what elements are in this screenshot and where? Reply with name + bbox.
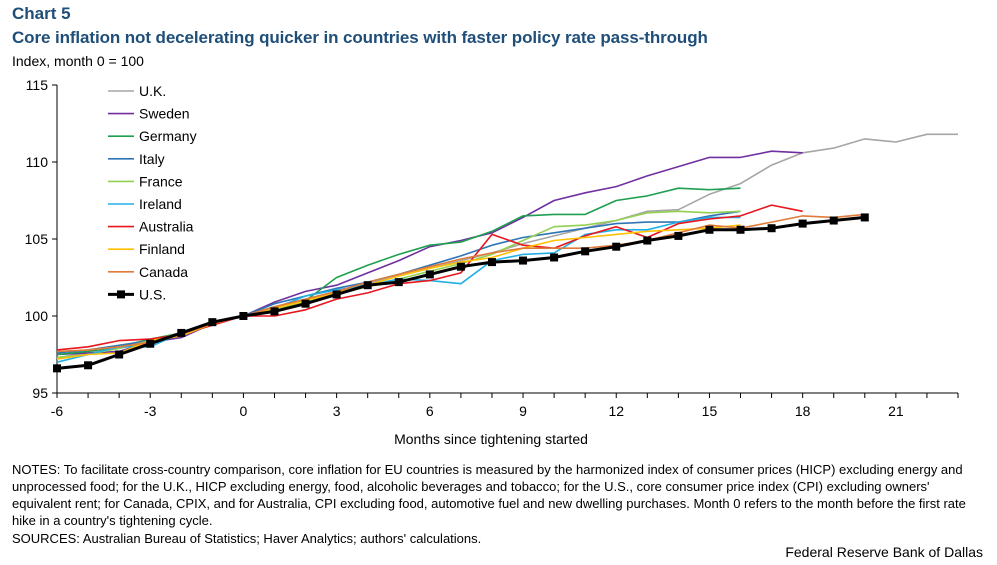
x-tick-label: 9 — [519, 403, 527, 419]
x-tick-label: 21 — [888, 403, 904, 419]
legend-label-australia: Australia — [139, 219, 194, 235]
us-data-point — [53, 364, 61, 373]
y-tick-label: 95 — [32, 385, 48, 401]
us-data-point — [767, 224, 776, 233]
legend-label-canada: Canada — [139, 264, 188, 280]
chart-series — [53, 133, 958, 373]
us-data-point — [612, 242, 621, 251]
chart-notes: NOTES: To facilitate cross-country compa… — [12, 462, 966, 528]
y-tick-label: 110 — [26, 154, 49, 170]
us-data-point — [84, 361, 93, 370]
us-data-point — [674, 231, 683, 240]
legend-label-finland: Finland — [139, 241, 185, 257]
chart-axes: 95 100 105 110 115 -6 -3 0 3 6 9 12 15 18 21 — [25, 77, 959, 419]
unit-label: Index, month 0 = 100 — [12, 53, 144, 69]
chart-title: Core inflation not decelerating quicker … — [12, 28, 708, 47]
line-chart: 95 100 105 110 115 -6 -3 0 3 6 9 12 15 18 21 U.K. Swede… — [25, 77, 959, 447]
us-data-point — [239, 312, 248, 320]
us-data-point — [301, 299, 310, 308]
x-tick-label: 18 — [795, 403, 811, 419]
us-data-point — [177, 328, 186, 337]
chart-sources: SOURCES: Australian Bureau of Statistics… — [12, 531, 482, 546]
us-data-point — [829, 216, 838, 225]
us-data-point — [270, 307, 279, 316]
us-data-point — [394, 278, 403, 287]
us-data-point — [798, 219, 807, 228]
x-tick-label: 3 — [333, 403, 341, 419]
legend-label-ireland: Ireland — [139, 196, 182, 212]
us-data-point — [550, 253, 559, 262]
legend-marker-u-s — [117, 290, 125, 299]
y-tick-label: 115 — [26, 77, 49, 93]
series-line-sweden — [56, 150, 803, 356]
legend-label-germany: Germany — [139, 128, 197, 144]
us-data-point — [146, 339, 155, 348]
us-data-point — [363, 281, 372, 290]
us-data-point — [705, 225, 714, 234]
us-data-point — [332, 290, 341, 299]
chart-legend: U.K. Sweden Germany Italy France Ireland Austr… — [108, 83, 197, 302]
us-data-point — [456, 262, 465, 271]
legend-label-u-k: U.K. — [139, 83, 166, 99]
x-tick-label: 0 — [240, 403, 248, 419]
x-tick-label: -3 — [144, 403, 157, 419]
x-tick-label: 15 — [702, 403, 718, 419]
x-tick-label: 6 — [426, 403, 434, 419]
x-axis-label: Months since tightening started — [394, 431, 588, 447]
legend-label-italy: Italy — [139, 151, 165, 167]
chart-number: Chart 5 — [12, 4, 71, 23]
us-data-point — [487, 258, 496, 267]
us-data-point — [581, 247, 590, 256]
legend-label-sweden: Sweden — [139, 106, 190, 122]
source-credit: Federal Reserve Bank of Dallas — [785, 544, 983, 560]
us-data-point — [519, 256, 528, 265]
us-data-point — [425, 270, 434, 279]
x-tick-label: -6 — [51, 403, 64, 419]
y-tick-label: 100 — [25, 308, 49, 324]
us-data-point — [643, 236, 652, 245]
x-tick-label: 12 — [608, 403, 624, 419]
us-data-point — [115, 350, 124, 359]
legend-label-france: France — [139, 173, 183, 189]
us-data-point — [860, 213, 869, 222]
y-tick-label: 105 — [25, 231, 49, 247]
us-data-point — [736, 225, 745, 234]
series-line-u-k — [56, 133, 958, 359]
us-data-point — [208, 318, 217, 327]
legend-label-u-s: U.S. — [139, 286, 166, 302]
